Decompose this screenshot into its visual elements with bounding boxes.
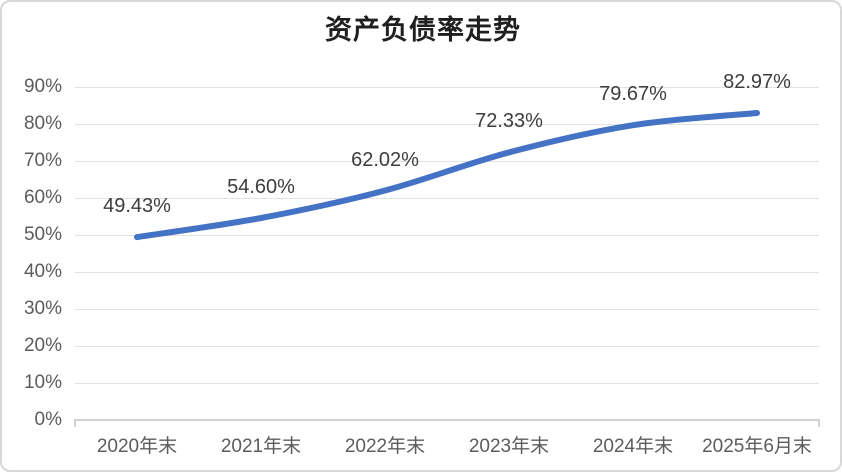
gridline <box>75 235 819 236</box>
gridline <box>75 383 819 384</box>
x-axis-label: 2025年6月末 <box>702 436 812 457</box>
data-label: 54.60% <box>227 176 295 198</box>
axis-tick <box>818 420 820 427</box>
x-axis-label: 2023年末 <box>468 436 550 457</box>
axis-tick <box>74 420 76 427</box>
x-axis-label: 2022年末 <box>344 436 426 457</box>
axis-baseline <box>74 419 820 421</box>
line-series-path <box>134 110 760 241</box>
gridline <box>75 346 819 347</box>
gridline <box>75 87 819 88</box>
y-axis-label: 70% <box>23 150 62 171</box>
y-axis-label: 30% <box>23 298 62 319</box>
data-label: 49.43% <box>103 195 171 217</box>
data-label: 79.67% <box>599 83 667 105</box>
chart-title: 资产负债率走势 <box>325 15 521 45</box>
y-axis-label: 80% <box>23 113 62 134</box>
data-label: 82.97% <box>723 71 791 93</box>
y-axis-label: 60% <box>23 187 62 208</box>
y-axis-label: 40% <box>23 261 62 282</box>
gridline <box>75 309 819 310</box>
y-axis-label: 50% <box>23 224 62 245</box>
y-axis-label: 0% <box>34 409 62 430</box>
data-label: 62.02% <box>351 149 419 171</box>
y-axis-label: 90% <box>23 76 62 97</box>
data-label: 72.33% <box>475 110 543 132</box>
gridline <box>75 124 819 125</box>
gridline <box>75 161 819 162</box>
x-axis-label: 2020年末 <box>96 436 178 457</box>
x-axis-label: 2021年末 <box>220 436 302 457</box>
gridline <box>75 272 819 273</box>
y-axis-label: 10% <box>23 372 62 393</box>
x-axis-label: 2024年末 <box>592 436 674 457</box>
gridline <box>75 198 819 199</box>
y-axis-label: 20% <box>23 335 62 356</box>
